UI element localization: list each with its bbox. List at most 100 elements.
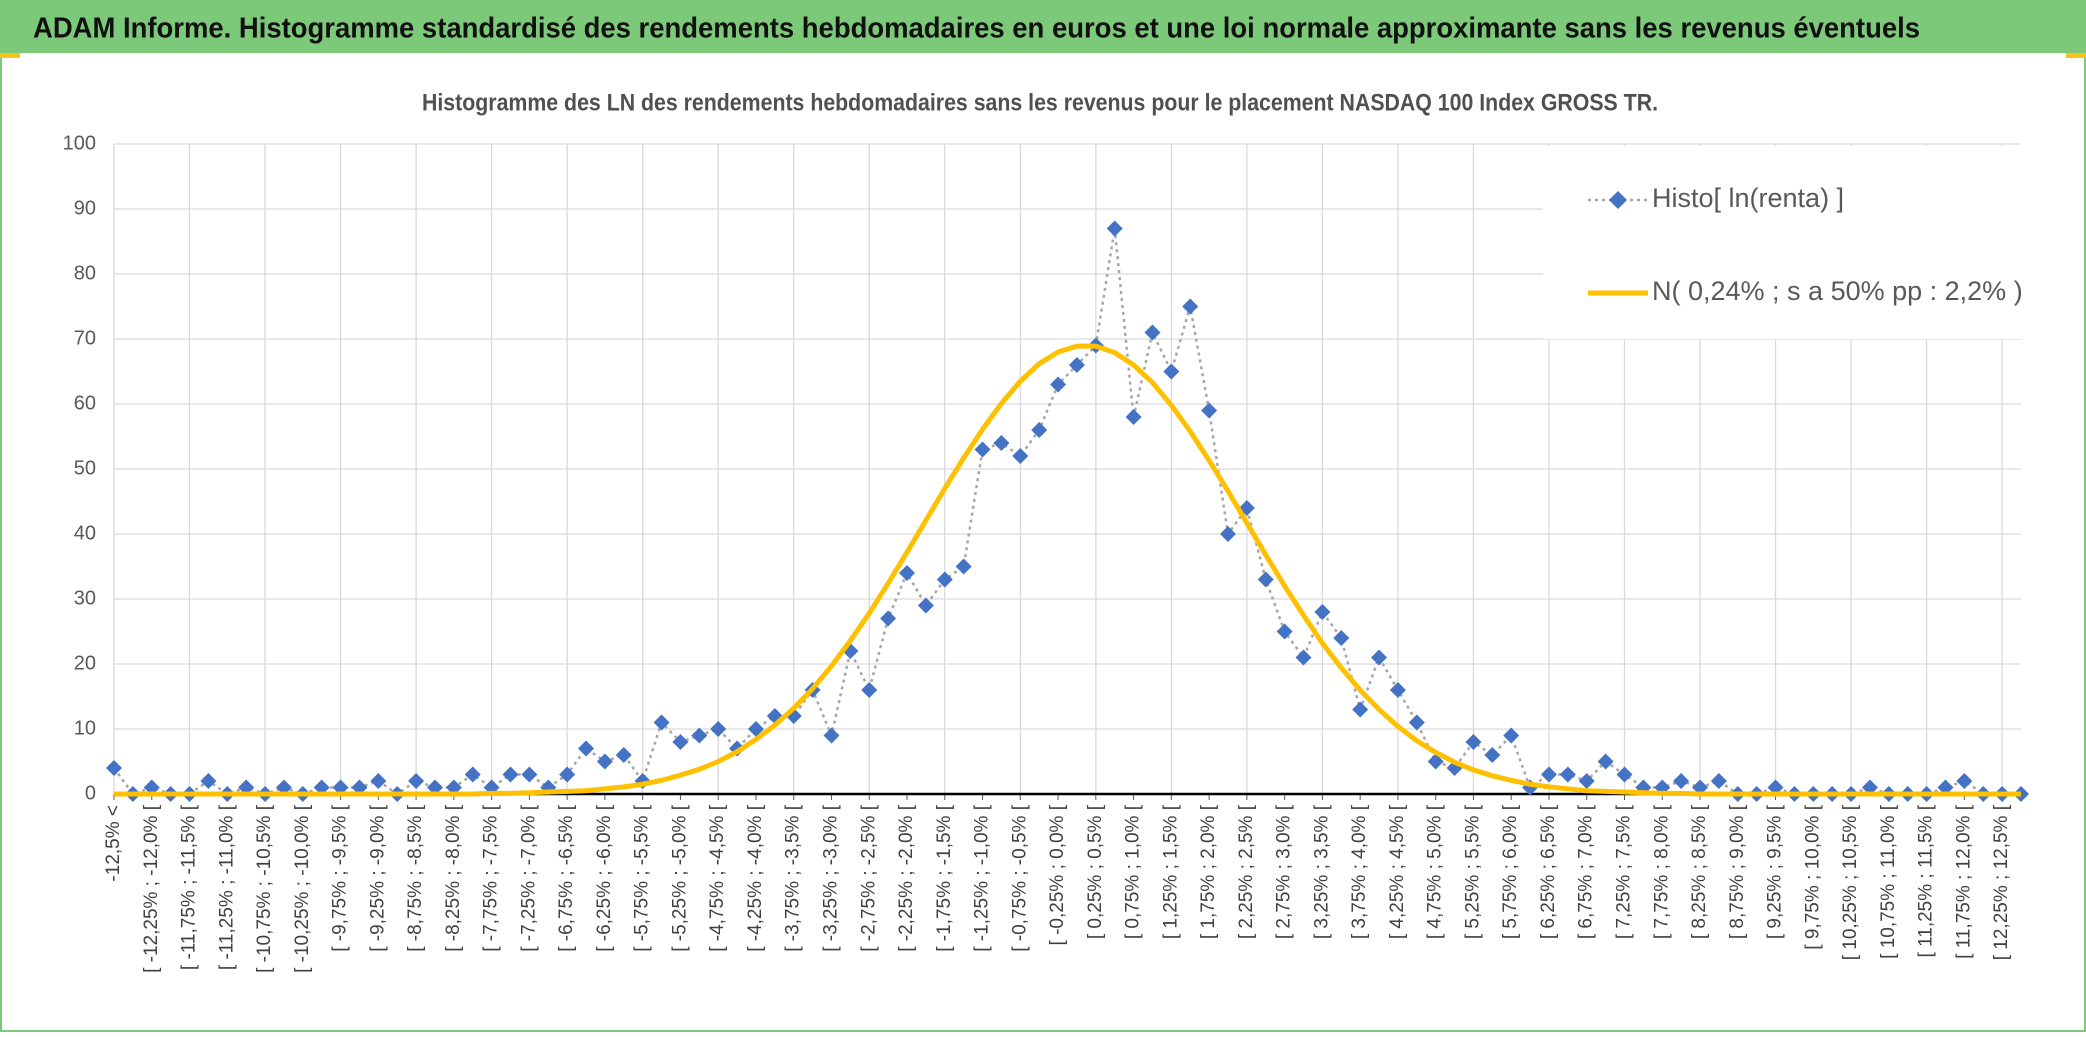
data-point (974, 441, 991, 458)
x-tick-label: [ -10,25% ; -10,0% [ (292, 804, 313, 973)
header-band (0, 0, 2086, 53)
data-point (1295, 649, 1312, 666)
x-tick-label: [ -3,75% ; -3,5% [ (783, 804, 804, 952)
data-point (993, 435, 1010, 451)
data-point (1276, 623, 1293, 640)
data-point (1597, 753, 1614, 770)
x-tick-label: [ -4,75% ; -4,5% [ (707, 804, 728, 952)
x-tick-label: [ 8,75% ; 9,0% [ (1727, 804, 1748, 939)
data-point (1710, 773, 1727, 789)
data-point (1144, 324, 1161, 341)
data-point (408, 773, 425, 789)
y-tick-label: 10 (74, 717, 96, 739)
x-tick-label: [ 2,75% ; 3,0% [ (1274, 804, 1295, 939)
x-tick-label: [ 4,25% ; 4,5% [ (1387, 804, 1408, 939)
data-point (1673, 773, 1690, 789)
x-tick-label: [ 11,75% ; 12,0% [ (1953, 804, 1974, 959)
x-tick-label: [ 2,25% ; 2,5% [ (1236, 804, 1257, 939)
x-tick-label: [ 0,75% ; 1,0% [ (1123, 804, 1144, 939)
data-point (596, 753, 613, 770)
data-point (1427, 753, 1444, 770)
data-point (955, 558, 972, 575)
chart-title: Histogramme des LN des rendements hebdom… (422, 89, 1658, 116)
data-point (615, 747, 632, 763)
data-point (1201, 402, 1218, 419)
data-point (578, 740, 595, 757)
x-tick-label: [ -3,25% ; -3,0% [ (821, 804, 842, 952)
data-point (1219, 526, 1236, 542)
series-line (114, 343, 2021, 797)
data-point (1106, 220, 1123, 237)
data-point (1163, 363, 1180, 380)
data-point (200, 773, 217, 789)
x-tick-label: [ -8,25% ; -8,0% [ (443, 804, 464, 952)
data-point (710, 721, 727, 737)
x-tick-label: [ -4,25% ; -4,0% [ (745, 804, 766, 952)
x-tick-label: [ -6,25% ; -6,0% [ (594, 804, 615, 952)
y-tick-label: 80 (74, 262, 96, 284)
data-point (1578, 773, 1595, 789)
legend-box (1543, 146, 2021, 339)
y-tick-label: 40 (74, 522, 96, 544)
data-point (1484, 747, 1501, 763)
data-point (691, 727, 708, 744)
data-point (1333, 630, 1350, 646)
data-point (823, 727, 840, 744)
x-tick-label: [ -9,75% ; -9,5% [ (330, 804, 351, 952)
x-tick-label: [ -5,75% ; -5,5% [ (632, 804, 653, 952)
data-point (521, 766, 538, 783)
y-tick-label: 70 (74, 327, 96, 349)
x-tick-label: [ -6,75% ; -6,5% [ (556, 804, 577, 952)
x-tick-label: [ 10,75% ; 11,0% [ (1878, 804, 1899, 959)
data-point (1068, 357, 1085, 373)
data-point (1389, 682, 1406, 698)
x-tick-label: [ 1,25% ; 1,5% [ (1160, 804, 1181, 939)
data-point (1408, 714, 1425, 731)
x-tick-label: [ -1,25% ; -1,0% [ (972, 804, 993, 952)
data-point (1314, 604, 1331, 620)
data-point (1465, 734, 1482, 750)
x-tick-label: [ 5,25% ; 5,5% [ (1462, 804, 1483, 939)
x-tick-label: [ -2,25% ; -2,0% [ (896, 804, 917, 952)
x-tick-label: [ -10,75% ; -10,5% [ (254, 804, 275, 973)
data-point (861, 682, 878, 698)
data-point (899, 565, 916, 581)
x-tick-label: [ 8,25% ; 8,5% [ (1689, 804, 1710, 939)
series-line-dotted (112, 227, 2021, 796)
y-tick-label: 90 (74, 197, 96, 219)
data-point (917, 597, 934, 614)
data-point (502, 766, 519, 783)
legend-label: N( 0,24% ; s a 50% pp : 2,2% ) (1652, 276, 2023, 306)
x-tick-label: [ -8,75% ; -8,5% [ (405, 804, 426, 952)
x-tick-label: [ 1,75% ; 2,0% [ (1198, 804, 1219, 939)
page-title: ADAM Informe. Histogramme standardisé de… (33, 13, 1920, 45)
data-point (464, 766, 481, 783)
y-tick-label: 60 (74, 392, 96, 414)
legend: Histo[ ln(renta) ] N( 0,24% ; s a 50% pp … (1543, 146, 2023, 339)
x-tick-label: [ -5,25% ; -5,0% [ (669, 804, 690, 952)
x-tick-label: -12,5% < (103, 805, 124, 882)
data-point (672, 734, 689, 750)
data-point (1956, 773, 1973, 789)
data-point (370, 773, 387, 789)
data-point (653, 714, 670, 731)
data-point (1257, 571, 1274, 588)
x-tick-label: [ -7,75% ; -7,5% [ (481, 804, 502, 952)
header-accent (2066, 53, 2086, 58)
data-point (936, 571, 953, 588)
y-tick-label: 30 (74, 587, 96, 609)
data-point (1352, 701, 1369, 718)
data-point (1031, 422, 1048, 438)
x-tick-label: [ 3,25% ; 3,5% [ (1311, 804, 1332, 939)
legend-marker (1609, 191, 1627, 209)
y-tick-label: 0 (85, 782, 96, 804)
x-tick-label: [ -7,25% ; -7,0% [ (518, 804, 539, 952)
data-point (1540, 766, 1557, 783)
x-tick-label: [ -11,75% ; -11,5% [ (179, 804, 200, 970)
x-tick-label: [ -0,25% ; 0,0% [ (1047, 804, 1068, 945)
data-point (1050, 376, 1067, 393)
x-tick-label: [ 6,25% ; 6,5% [ (1538, 804, 1559, 939)
data-point (1503, 727, 1520, 744)
